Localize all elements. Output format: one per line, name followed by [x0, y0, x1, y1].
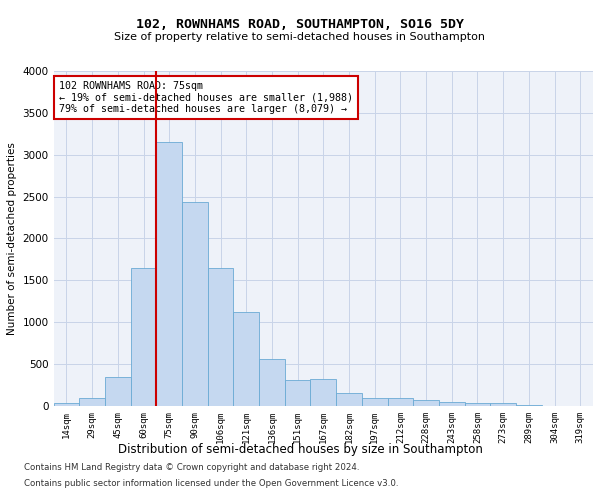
- Text: Distribution of semi-detached houses by size in Southampton: Distribution of semi-detached houses by …: [118, 442, 482, 456]
- Bar: [413, 400, 439, 406]
- Bar: [439, 402, 464, 406]
- Bar: [490, 404, 516, 406]
- Bar: [285, 380, 310, 406]
- Bar: [336, 393, 362, 406]
- Text: 102 ROWNHAMS ROAD: 75sqm
← 19% of semi-detached houses are smaller (1,988)
79% o: 102 ROWNHAMS ROAD: 75sqm ← 19% of semi-d…: [59, 81, 353, 114]
- Text: Contains public sector information licensed under the Open Government Licence v3: Contains public sector information licen…: [24, 478, 398, 488]
- Bar: [516, 405, 542, 406]
- Text: Contains HM Land Registry data © Crown copyright and database right 2024.: Contains HM Land Registry data © Crown c…: [24, 464, 359, 472]
- Bar: [157, 142, 182, 406]
- Bar: [53, 402, 79, 406]
- Bar: [464, 402, 490, 406]
- Bar: [131, 268, 157, 406]
- Bar: [310, 379, 336, 406]
- Text: 102, ROWNHAMS ROAD, SOUTHAMPTON, SO16 5DY: 102, ROWNHAMS ROAD, SOUTHAMPTON, SO16 5D…: [136, 18, 464, 30]
- Bar: [79, 398, 105, 406]
- Bar: [182, 202, 208, 406]
- Bar: [105, 378, 131, 406]
- Bar: [388, 398, 413, 406]
- Bar: [208, 268, 233, 406]
- Bar: [259, 359, 285, 406]
- Text: Size of property relative to semi-detached houses in Southampton: Size of property relative to semi-detach…: [115, 32, 485, 42]
- Bar: [233, 312, 259, 406]
- Y-axis label: Number of semi-detached properties: Number of semi-detached properties: [7, 142, 17, 335]
- Bar: [362, 398, 388, 406]
